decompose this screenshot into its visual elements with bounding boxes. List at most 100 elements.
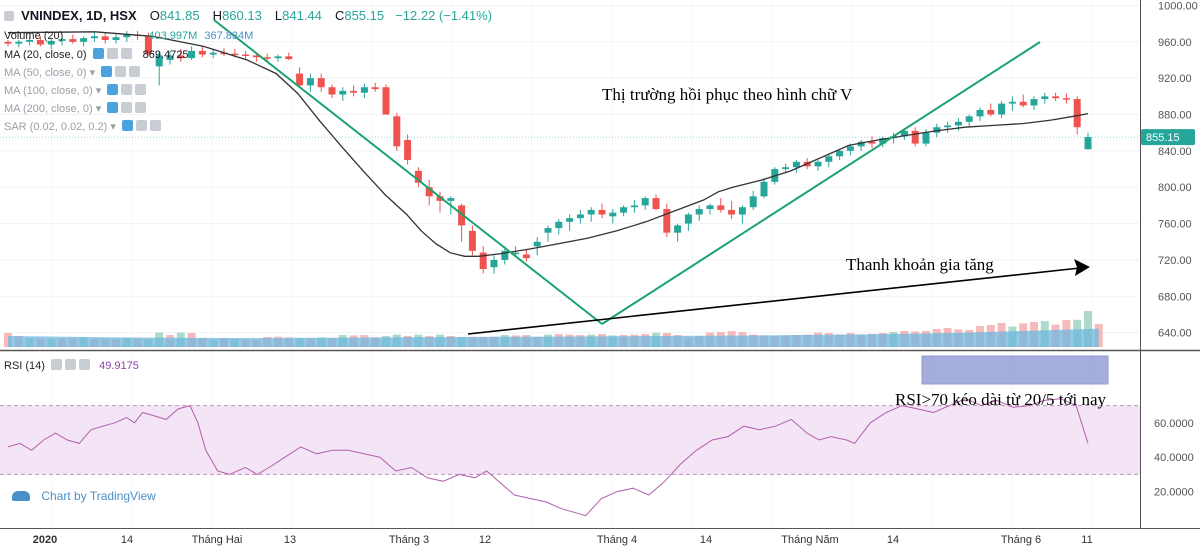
candle-body bbox=[177, 55, 185, 59]
candle-body bbox=[263, 57, 271, 59]
time-tick-label: Tháng 4 bbox=[597, 534, 637, 546]
candle-body bbox=[987, 109, 995, 115]
candle-body bbox=[252, 55, 260, 58]
candle-body bbox=[1052, 96, 1060, 99]
time-tick-label: 14 bbox=[700, 534, 712, 546]
candle-body bbox=[69, 39, 77, 42]
visibility-eye-icon[interactable] bbox=[121, 120, 133, 131]
candle-body bbox=[112, 37, 120, 40]
price-tick-label: 760.00 bbox=[1158, 219, 1192, 231]
candle-body bbox=[684, 214, 692, 224]
symbol-row: VNINDEX, 1D, HSX O841.85 H860.13 L841.44… bbox=[4, 8, 492, 23]
candle-body bbox=[242, 54, 250, 57]
visibility-eye-icon[interactable] bbox=[92, 48, 104, 59]
candle-body bbox=[922, 132, 930, 144]
candle-body bbox=[641, 198, 649, 206]
candle-body bbox=[1084, 137, 1092, 150]
rsi-header[interactable]: RSI (14) 49.9175 bbox=[4, 359, 139, 372]
cloud-icon bbox=[12, 491, 30, 501]
visibility-eye-icon[interactable] bbox=[101, 66, 113, 77]
candle-body bbox=[555, 221, 563, 229]
price-tick-label: 880.00 bbox=[1158, 110, 1192, 122]
indicator-ma200-label: MA (200, close, 0) bbox=[4, 103, 93, 115]
candle-body bbox=[1019, 101, 1027, 106]
remove-close-icon[interactable] bbox=[129, 66, 141, 77]
candle-body bbox=[674, 225, 682, 233]
candle-body bbox=[4, 41, 12, 44]
candle-body bbox=[123, 34, 131, 38]
candle-body bbox=[792, 161, 800, 168]
candle-body bbox=[533, 241, 541, 247]
rsi-value: 49.9175 bbox=[99, 360, 139, 372]
settings-gear-icon[interactable] bbox=[121, 84, 133, 95]
settings-gear-icon[interactable] bbox=[135, 120, 147, 131]
candle-body bbox=[1030, 99, 1038, 106]
remove-close-icon[interactable] bbox=[135, 102, 147, 113]
ma20-value: 869.4725 bbox=[142, 49, 189, 61]
indicator-ma50[interactable]: MA (50, close, 0) ▾ bbox=[4, 66, 141, 79]
last-price-label: 855.15 bbox=[1146, 132, 1180, 144]
branding-label: Chart by TradingView bbox=[41, 489, 156, 503]
tradingview-branding[interactable]: Chart by TradingView bbox=[12, 489, 156, 503]
candle-body bbox=[198, 50, 206, 55]
settings-gear-icon[interactable] bbox=[121, 102, 133, 113]
price-tick-label: 680.00 bbox=[1158, 291, 1192, 303]
remove-close-icon[interactable] bbox=[79, 359, 91, 370]
candle-body bbox=[80, 38, 88, 42]
rsi-tick-label: 60.0000 bbox=[1154, 418, 1194, 430]
candle-body bbox=[857, 141, 865, 147]
candle-body bbox=[609, 212, 617, 217]
remove-close-icon[interactable] bbox=[149, 120, 161, 131]
candle-body bbox=[371, 87, 379, 90]
candle-body bbox=[760, 181, 768, 197]
indicator-ma20[interactable]: MA (20, close, 0) 869.4725 bbox=[4, 48, 189, 61]
close-label: C bbox=[334, 8, 345, 23]
open-value: 841.85 bbox=[159, 8, 200, 23]
candle-body bbox=[998, 103, 1006, 115]
candle-body bbox=[339, 90, 347, 95]
indicator-sar-label: SAR (0.02, 0.02, 0.2) bbox=[4, 121, 108, 133]
settings-gear-icon[interactable] bbox=[106, 48, 118, 59]
remove-close-icon[interactable] bbox=[120, 48, 132, 59]
rsi-tick-label: 20.0000 bbox=[1154, 487, 1194, 499]
candle-body bbox=[620, 207, 628, 213]
candle-body bbox=[663, 209, 671, 233]
indicator-ma200[interactable]: MA (200, close, 0) ▾ bbox=[4, 102, 147, 115]
visibility-eye-icon[interactable] bbox=[107, 84, 119, 95]
indicator-ma100[interactable]: MA (100, close, 0) ▾ bbox=[4, 84, 147, 97]
remove-close-icon[interactable] bbox=[135, 84, 147, 95]
price-tick-label: 920.00 bbox=[1158, 73, 1192, 85]
settings-gear-icon[interactable] bbox=[115, 66, 127, 77]
visibility-eye-icon[interactable] bbox=[51, 359, 63, 370]
indicator-volume[interactable]: Volume (20) 403.997M 367.834M bbox=[4, 30, 253, 42]
visibility-eye-icon[interactable] bbox=[107, 102, 119, 113]
ma20-line bbox=[7, 31, 1089, 257]
time-tick-label: Tháng Năm bbox=[781, 534, 838, 546]
candle-body bbox=[220, 52, 228, 55]
candle-body bbox=[490, 259, 498, 268]
candle-body bbox=[587, 209, 595, 215]
candle-body bbox=[501, 250, 509, 260]
settings-gear-icon[interactable] bbox=[65, 359, 77, 370]
price-tick-label: 800.00 bbox=[1158, 182, 1192, 194]
candle-body bbox=[458, 205, 466, 226]
candle-body bbox=[26, 39, 34, 42]
candle-body bbox=[360, 87, 368, 93]
indicator-sar[interactable]: SAR (0.02, 0.02, 0.2) ▾ bbox=[4, 120, 161, 133]
time-tick-label: 13 bbox=[284, 534, 296, 546]
candle-body bbox=[900, 130, 908, 137]
candle-body bbox=[933, 127, 941, 133]
collapse-icon[interactable] bbox=[4, 11, 14, 21]
candle-body bbox=[144, 35, 152, 54]
time-tick-label: 14 bbox=[121, 534, 133, 546]
candle-body bbox=[155, 55, 163, 67]
candle-body bbox=[728, 209, 736, 215]
candle-body bbox=[598, 209, 606, 215]
candle-body bbox=[414, 170, 422, 183]
candle-body bbox=[425, 187, 433, 197]
time-tick-label: 12 bbox=[479, 534, 491, 546]
price-tick-label: 960.00 bbox=[1158, 37, 1192, 49]
candle-body bbox=[47, 40, 55, 45]
symbol-label[interactable]: VNINDEX, 1D, HSX bbox=[21, 8, 137, 23]
